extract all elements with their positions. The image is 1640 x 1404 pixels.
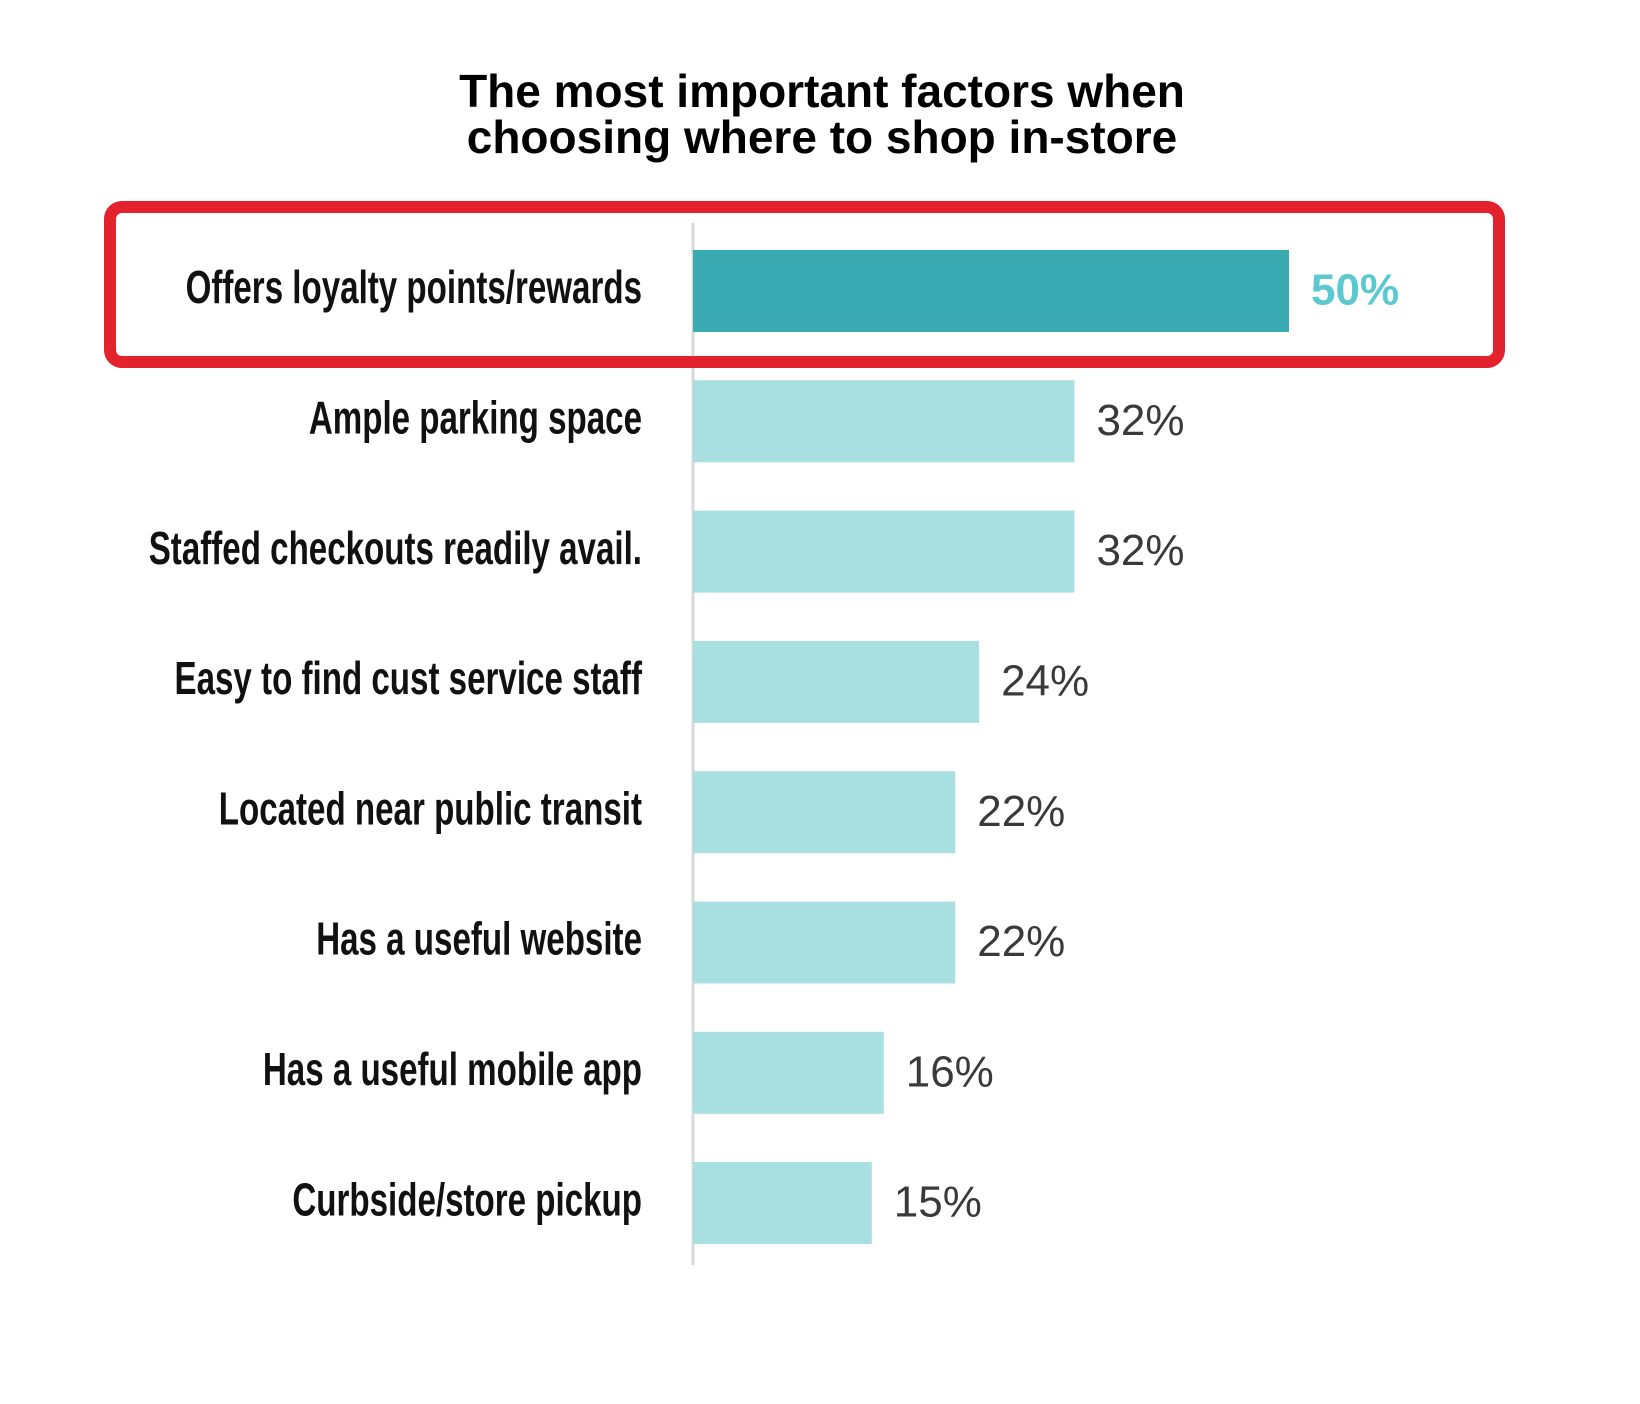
category-label: Staffed checkouts readily avail.: [149, 524, 642, 574]
category-label: Located near public transit: [219, 784, 642, 834]
category-label: Easy to find cust service staff: [174, 654, 642, 704]
value-label: 32%: [1096, 396, 1184, 445]
bar: [693, 380, 1075, 463]
category-label: Curbside/store pickup: [292, 1175, 642, 1225]
bar: [693, 1031, 884, 1114]
bar: [693, 771, 956, 854]
value-label: 22%: [977, 917, 1065, 966]
bar: [693, 640, 980, 723]
category-label: Ample parking space: [309, 393, 642, 443]
bar: [693, 1162, 872, 1245]
category-label: Has a useful website: [316, 914, 642, 964]
category-label: Has a useful mobile app: [263, 1045, 642, 1095]
bar: [693, 510, 1075, 593]
value-label: 16%: [906, 1047, 994, 1096]
chart-title: The most important factors when: [459, 65, 1185, 117]
value-label: 15%: [894, 1178, 982, 1227]
chart-title: choosing where to shop in-store: [467, 111, 1177, 163]
highlight-box: [104, 201, 1505, 368]
value-label: 50%: [1311, 266, 1399, 315]
value-label: 24%: [1001, 657, 1089, 706]
value-label: 22%: [977, 787, 1065, 836]
bar: [693, 901, 956, 984]
category-label: Offers loyalty points/rewards: [186, 263, 642, 313]
bar: [693, 250, 1289, 332]
value-label: 32%: [1096, 526, 1184, 575]
